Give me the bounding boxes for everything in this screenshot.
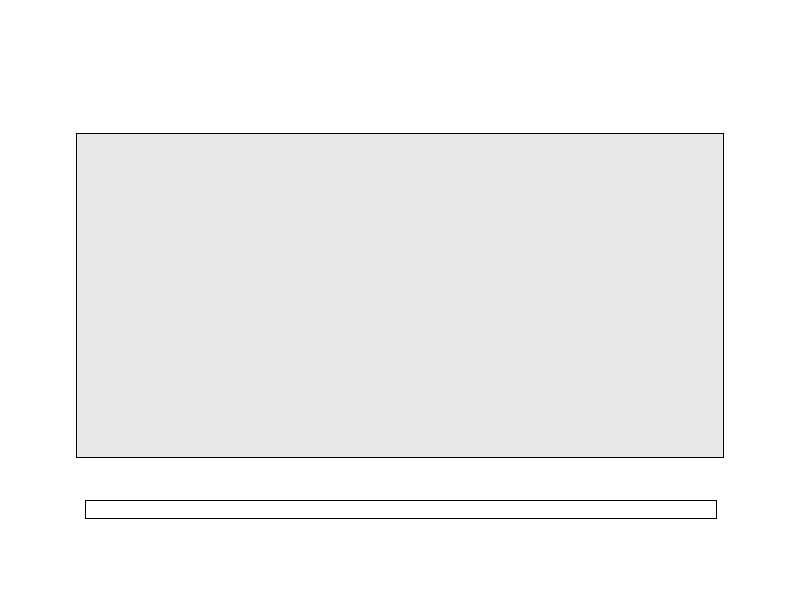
map-plot-area — [76, 133, 724, 458]
colorbar — [85, 500, 717, 519]
temperature-anomaly-map — [77, 134, 723, 457]
